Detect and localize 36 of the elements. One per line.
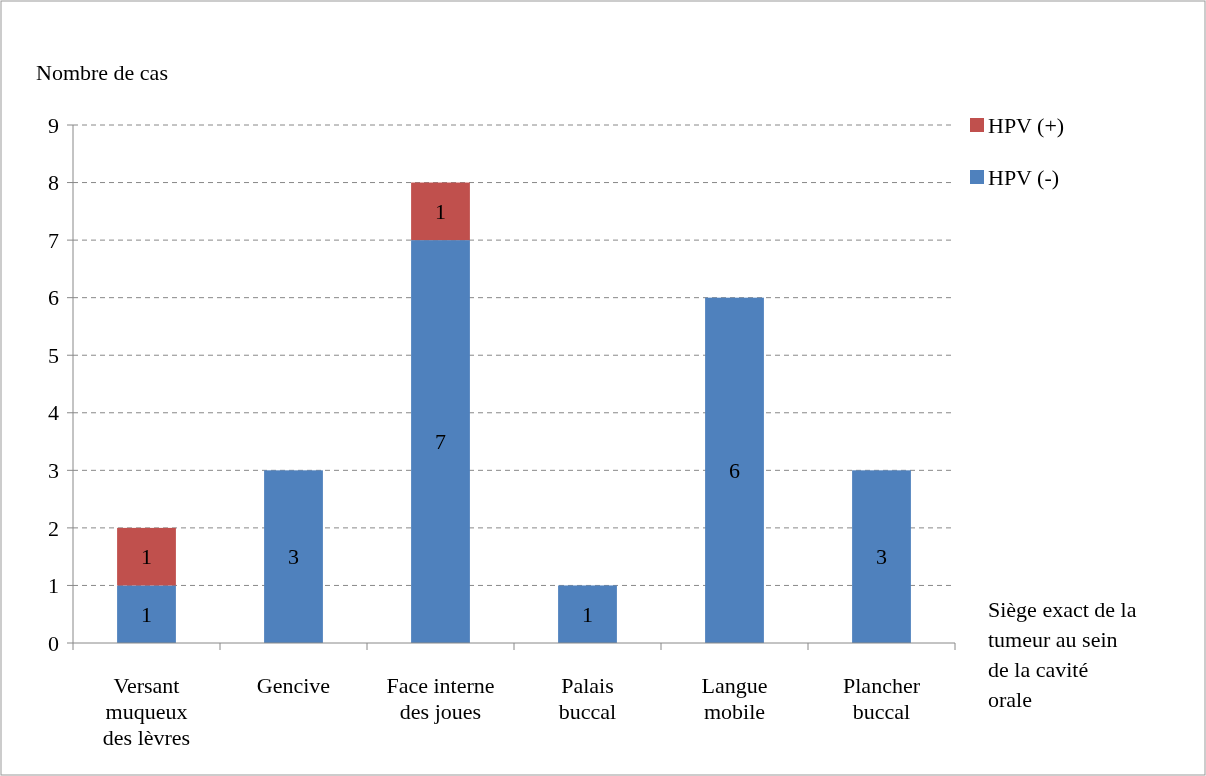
y-tick-label: 3 bbox=[48, 458, 59, 484]
data-label: 7 bbox=[435, 429, 446, 455]
x-tick-label: Gencive bbox=[256, 673, 331, 698]
legend-label: HPV (+) bbox=[988, 112, 1065, 138]
data-label: 6 bbox=[729, 458, 740, 484]
x-tick-label: Plancher buccal bbox=[843, 673, 921, 724]
bar bbox=[558, 585, 617, 643]
bar bbox=[705, 297, 764, 643]
bar bbox=[411, 182, 470, 241]
bar bbox=[852, 470, 911, 643]
bar bbox=[117, 585, 176, 643]
data-label: 3 bbox=[876, 544, 887, 570]
y-tick-label: 9 bbox=[48, 112, 59, 138]
data-label: 1 bbox=[141, 601, 152, 627]
data-label: 1 bbox=[141, 544, 152, 570]
y-tick-label: 5 bbox=[48, 342, 59, 368]
x-tick-label: Langue mobile bbox=[701, 673, 768, 724]
data-label: 1 bbox=[582, 601, 593, 627]
data-label: 3 bbox=[288, 544, 299, 570]
x-tick-label: Versant muqueux des lèvres bbox=[102, 673, 191, 750]
y-tick-label: 2 bbox=[48, 515, 59, 541]
y-tick-label: 8 bbox=[48, 170, 59, 196]
x-tick-label: Palais buccal bbox=[558, 673, 617, 724]
data-label: 1 bbox=[435, 199, 446, 225]
x-axis-title: Siège exact de la tumeur au sein de la cavité orale bbox=[988, 597, 1137, 712]
bar bbox=[411, 240, 470, 643]
bar bbox=[264, 470, 323, 643]
y-tick-label: 0 bbox=[48, 630, 59, 656]
y-tick-label: 6 bbox=[48, 285, 59, 311]
y-axis-title: Nombre de cas bbox=[36, 60, 168, 85]
y-tick-label: 4 bbox=[48, 400, 59, 426]
x-tick-label: Face interne des joues bbox=[386, 673, 495, 724]
y-tick-label: 1 bbox=[48, 573, 59, 599]
legend-label: HPV (-) bbox=[988, 164, 1060, 190]
y-tick-label: 7 bbox=[48, 227, 59, 253]
bar bbox=[117, 527, 176, 586]
